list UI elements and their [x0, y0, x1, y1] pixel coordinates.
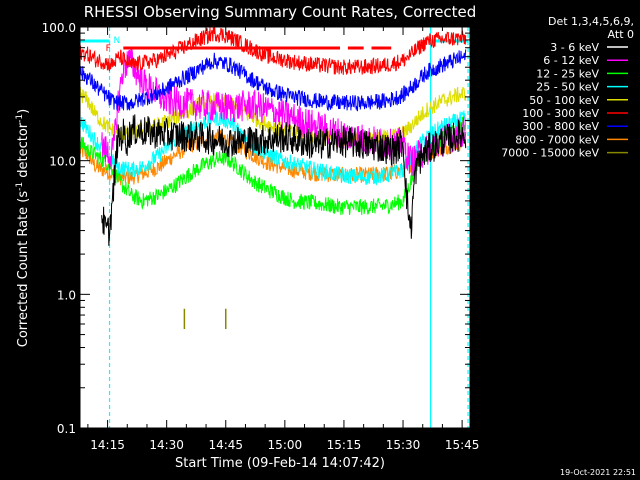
legend-entry-label: 6 - 12 keV: [543, 54, 599, 67]
series-line-5: [79, 25, 467, 75]
flare-flag-label: F: [106, 44, 111, 54]
y-tick-label: 1.0: [57, 288, 76, 302]
legend-entry-label: 7000 - 15000 keV: [501, 147, 599, 160]
night-flag-label: N: [113, 36, 120, 46]
series-line-3: [80, 110, 467, 186]
y-axis-label: Corrected Count Rate (s-1 detector-1): [15, 109, 31, 347]
series-layer: [79, 25, 467, 330]
y-tick-label: 0.1: [57, 422, 76, 436]
x-tick-label: 14:15: [90, 438, 125, 452]
series-line-2: [80, 116, 467, 216]
x-tick-label: 15:15: [327, 438, 362, 452]
x-tick-label: 15:00: [268, 438, 303, 452]
x-tick-label: 15:45: [445, 438, 480, 452]
series-line-0: [101, 114, 467, 246]
y-tick-label: 100.0: [42, 21, 76, 35]
legend-entry-label: 800 - 7000 keV: [515, 133, 599, 146]
x-axis-label: Start Time (09-Feb-14 14:07:42): [175, 456, 385, 471]
legend-entry-label: 3 - 6 keV: [550, 41, 599, 54]
legend-entry-label: 12 - 25 keV: [536, 67, 599, 80]
legend-entry-label: 100 - 300 keV: [522, 107, 599, 120]
timestamp: 19-Oct-2021 22:51: [560, 468, 636, 477]
x-tick-label: 14:45: [208, 438, 243, 452]
flags-layer: NF: [106, 36, 392, 54]
x-tick-label: 15:30: [386, 438, 421, 452]
legend-entry-label: 300 - 800 keV: [522, 120, 599, 133]
plot-frame: [79, 26, 471, 429]
series-line-6: [79, 49, 467, 112]
legend-entry-label: 25 - 50 keV: [536, 81, 599, 94]
legend-header-attenuator: Att 0: [608, 28, 634, 41]
x-tick-label: 14:30: [149, 438, 184, 452]
axes-layer: 100.0 10.0 1.0 0.1 14:15 14:30 14:45 15:00 15:15…: [42, 21, 480, 452]
legend-header-detectors: Det 1,3,4,5,6,9,: [548, 15, 634, 28]
legend-entry-label: 50 - 100 keV: [529, 94, 599, 107]
y-tick-label: 10.0: [49, 155, 76, 169]
chart-title: RHESSI Observing Summary Count Rates, Co…: [84, 3, 477, 21]
